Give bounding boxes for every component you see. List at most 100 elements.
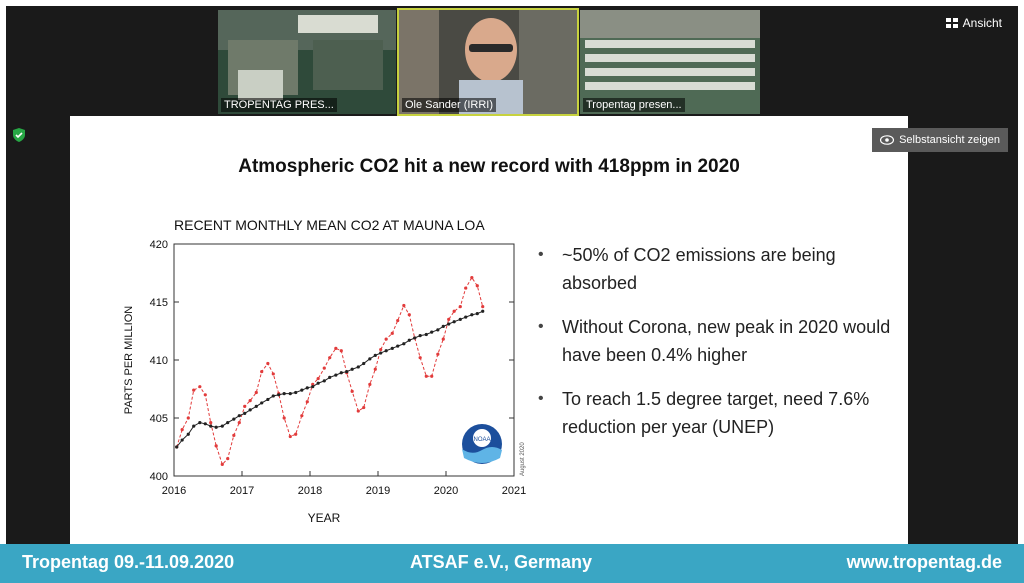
trend-point [300,388,304,392]
y-axis-label: PARTS PER MILLION [123,306,135,414]
monthly-mean-point [322,366,326,370]
monthly-mean-point [384,337,388,341]
trend-point [277,393,281,397]
trend-point [198,421,202,425]
trend-point [350,367,354,371]
monthly-mean-point [447,317,451,321]
monthly-mean-point [475,284,479,288]
view-label: Ansicht [962,16,1002,30]
trend-point [441,324,445,328]
participant-tile-ole-sander[interactable]: Ole Sander (IRRI) [397,8,579,116]
trend-point [248,408,252,412]
view-button[interactable]: Ansicht [945,16,1002,30]
trend-point [243,411,247,415]
trend-point [402,342,406,346]
monthly-mean-point [198,385,202,389]
monthly-mean-point [458,305,462,309]
x-tick-label: 2018 [298,485,322,497]
trend-point [436,328,440,332]
footer-organizer: ATSAF e.V., Germany [410,552,593,572]
plot-area [173,243,515,477]
trend-point [481,309,485,313]
trend-point [413,336,417,340]
security-shield-icon[interactable] [12,128,26,142]
participant-tile-tropentag-pres[interactable]: TROPENTAG PRES... [218,10,396,114]
trend-point [475,312,479,316]
zoom-meeting-window: TROPENTAG PRES... Ole Sander (IRRI) [6,6,1018,544]
monthly-mean-point [402,303,406,308]
monthly-mean-point [254,390,258,395]
monthly-mean-point [328,356,332,360]
monthly-mean-point [368,382,372,386]
bullet-item: ~50% of CO2 emissions are being absorbed [532,241,892,297]
monthly-mean-point [418,356,422,360]
x-tick-label: 2020 [434,485,458,497]
monthly-mean-point [316,376,320,381]
trend-point [175,445,179,449]
monthly-mean-point [373,367,377,371]
trend-point [396,344,400,348]
slide-title: Atmospheric CO2 hit a new record with 41… [238,156,740,177]
trend-point [209,424,213,428]
monthly-mean-point [203,393,207,397]
y-tick-label: 410 [150,355,168,367]
footer-website[interactable]: www.tropentag.de [846,552,1002,572]
monthly-mean-point [334,346,338,350]
speaker-video-feed [399,10,577,114]
monthly-mean-point [180,428,184,432]
trend-point [237,414,241,418]
trend-point [334,373,338,377]
trend-point [458,317,462,321]
monthly-mean-point [452,309,456,313]
monthly-mean-point [237,421,241,425]
bullet-item: Without Corona, new peak in 2020 would h… [532,313,892,369]
trend-point [311,385,315,389]
grid-view-icon [945,18,958,28]
trend-point [373,353,377,357]
monthly-mean-point [271,372,275,376]
monthly-mean-point [300,414,304,418]
trend-point [214,425,218,429]
trend-point [339,371,343,375]
trend-point [356,365,360,369]
participant-name: Tropentag presen... [583,98,685,112]
trend-point [384,349,388,353]
monthly-mean-point [481,305,485,309]
participant-tile-tropentag-presen[interactable]: Tropentag presen... [580,10,760,114]
monthly-mean-point [266,361,270,366]
x-tick-label: 2016 [162,485,186,497]
x-tick-label: 2017 [230,485,254,497]
monthly-mean-point [192,388,196,392]
room-video-feed [218,10,396,114]
trend-point [186,432,190,436]
y-tick-label: 405 [150,413,168,425]
trend-point [407,338,411,342]
self-view-label: Selbstansicht zeigen [899,134,1000,146]
monthly-mean-point [436,352,440,356]
monthly-mean-point [311,382,315,386]
trend-point [254,404,258,408]
trend-point [424,332,428,337]
monthly-mean-point [282,416,286,420]
show-self-view-button[interactable]: Selbstansicht zeigen [872,128,1008,152]
trend-point [362,361,366,366]
trend-point [379,351,383,355]
monthly-mean-point [294,432,298,436]
monthly-mean-point [243,404,247,408]
slide-bullets: ~50% of CO2 emissions are being absorbed… [532,241,892,457]
monthly-mean-point [186,416,190,420]
monthly-mean-point [209,421,213,425]
trend-point [368,357,372,361]
trend-point [266,397,270,402]
trend-point [328,375,332,379]
trend-point [447,322,451,326]
monthly-mean-point [248,399,252,403]
monthly-mean-point [232,433,236,437]
chart-title: RECENT MONTHLY MEAN CO2 AT MAUNA LOA [174,217,485,233]
trend-point [282,392,286,396]
trend-point [180,438,184,442]
monthly-mean-point [220,462,224,466]
monthly-mean-point [214,444,218,448]
x-tick-label: 2021 [502,485,526,497]
monthly-mean-point [339,349,343,353]
